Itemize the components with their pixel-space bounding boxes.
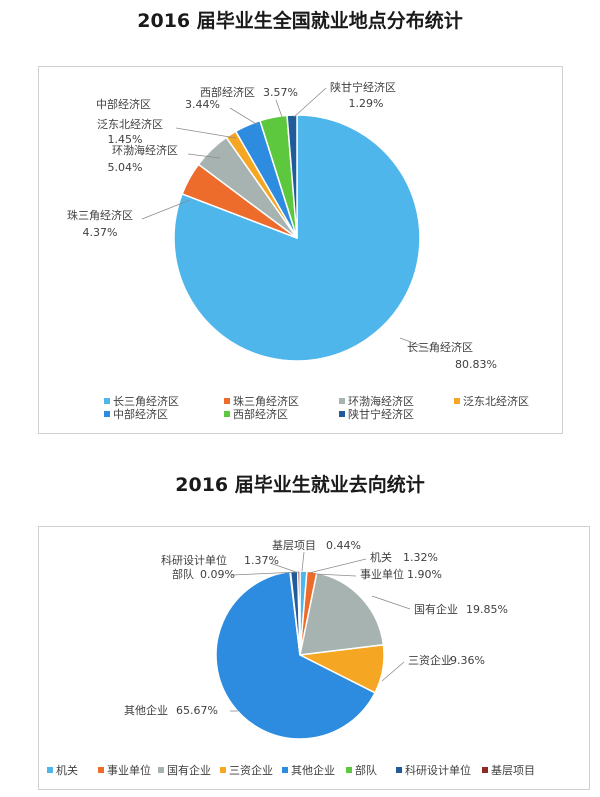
legend-swatch: [346, 767, 352, 773]
leader-line: [315, 573, 357, 577]
pie-slice: [173, 114, 421, 362]
slice-value-label: 19.85%: [466, 603, 508, 616]
legend-label: 基层项目: [491, 764, 535, 777]
legend-swatch: [454, 398, 460, 404]
slice-name-label: 泛东北经济区: [97, 117, 163, 131]
slice-name-label: 基层项目: [272, 539, 316, 552]
slice-value-label: 0.44%: [326, 539, 361, 552]
slice-value-label: 3.57%: [263, 86, 298, 99]
legend-label: 三资企业: [229, 763, 273, 777]
slice-value-label: 1.32%: [403, 551, 438, 564]
legend-label: 中部经济区: [113, 407, 168, 421]
legend-swatch: [98, 767, 104, 773]
leader-line: [301, 551, 305, 572]
legend-swatch: [47, 767, 53, 773]
slice-name-label: 科研设计单位: [161, 553, 227, 567]
leader-line: [187, 153, 221, 159]
slice-value-label: 80.83%: [455, 358, 497, 371]
slice-name-label: 部队: [172, 567, 194, 581]
legend-label: 环渤海经济区: [348, 394, 414, 408]
leader-line: [381, 661, 405, 682]
slice-value-label: 9.36%: [450, 654, 485, 667]
leader-line: [269, 562, 297, 573]
slice-value-label: 0.09%: [200, 568, 235, 581]
leader-line: [371, 595, 411, 610]
legend-label: 科研设计单位: [405, 763, 471, 777]
pie-slice: [296, 570, 301, 656]
slice-name-label: 中部经济区: [96, 97, 151, 111]
legend-swatch: [396, 767, 402, 773]
slice-value-label: 1.45%: [108, 133, 143, 146]
legend-label: 西部经济区: [233, 407, 288, 421]
chart-title-location: 2016 届毕业生全国就业地点分布统计: [137, 10, 463, 32]
legend-swatch: [220, 767, 226, 773]
slice-value-label: 5.04%: [108, 161, 143, 174]
legend-label: 事业单位: [107, 763, 151, 777]
leader-line: [293, 87, 327, 118]
leader-line: [141, 199, 191, 220]
leader-line: [229, 107, 259, 126]
legend-label: 部队: [355, 763, 377, 777]
leader-line: [275, 99, 283, 118]
legend-swatch: [339, 398, 345, 404]
legend-label: 泛东北经济区: [463, 394, 529, 408]
slice-value-label: 3.44%: [185, 98, 220, 111]
legend-label: 机关: [56, 763, 78, 777]
legend-swatch: [104, 411, 110, 417]
slice-name-label: 环渤海经济区: [112, 143, 178, 157]
legend-swatch: [104, 398, 110, 404]
legend-swatch: [224, 398, 230, 404]
legend-swatch: [339, 411, 345, 417]
legend-swatch: [282, 767, 288, 773]
slice-name-label: 长三角经济区: [407, 340, 473, 354]
slice-name-label: 事业单位: [360, 567, 404, 581]
slice-value-label: 1.37%: [244, 554, 279, 567]
leader-line: [308, 558, 367, 574]
slice-value-label: 65.67%: [176, 704, 218, 717]
slice-name-label: 珠三角经济区: [67, 208, 133, 222]
leader-line: [175, 127, 237, 139]
legend-label: 长三角经济区: [113, 394, 179, 408]
slice-name-label: 陕甘宁经济区: [330, 80, 396, 94]
slice-value-label: 1.90%: [407, 568, 442, 581]
legend-label: 其他企业: [291, 763, 335, 777]
slice-name-label: 机关: [370, 550, 392, 564]
legend-label: 国有企业: [167, 763, 211, 777]
pie-slice: [215, 570, 377, 740]
leader-line: [231, 571, 300, 576]
slice-name-label: 其他企业: [124, 703, 168, 717]
pie-slice: [286, 114, 298, 239]
slice-name-label: 国有企业: [414, 602, 458, 616]
leader-line: [399, 337, 433, 351]
legend-label: 珠三角经济区: [233, 394, 299, 408]
legend-label: 陕甘宁经济区: [348, 407, 414, 421]
slice-name-label: 三资企业: [408, 653, 452, 667]
slice-name-label: 西部经济区: [200, 85, 255, 99]
chart-title-destination: 2016 届毕业生就业去向统计: [175, 474, 425, 496]
legend-swatch: [224, 411, 230, 417]
legend-swatch: [158, 767, 164, 773]
legend-swatch: [482, 767, 488, 773]
slice-value-label: 4.37%: [83, 226, 118, 239]
slice-value-label: 1.29%: [349, 97, 384, 110]
